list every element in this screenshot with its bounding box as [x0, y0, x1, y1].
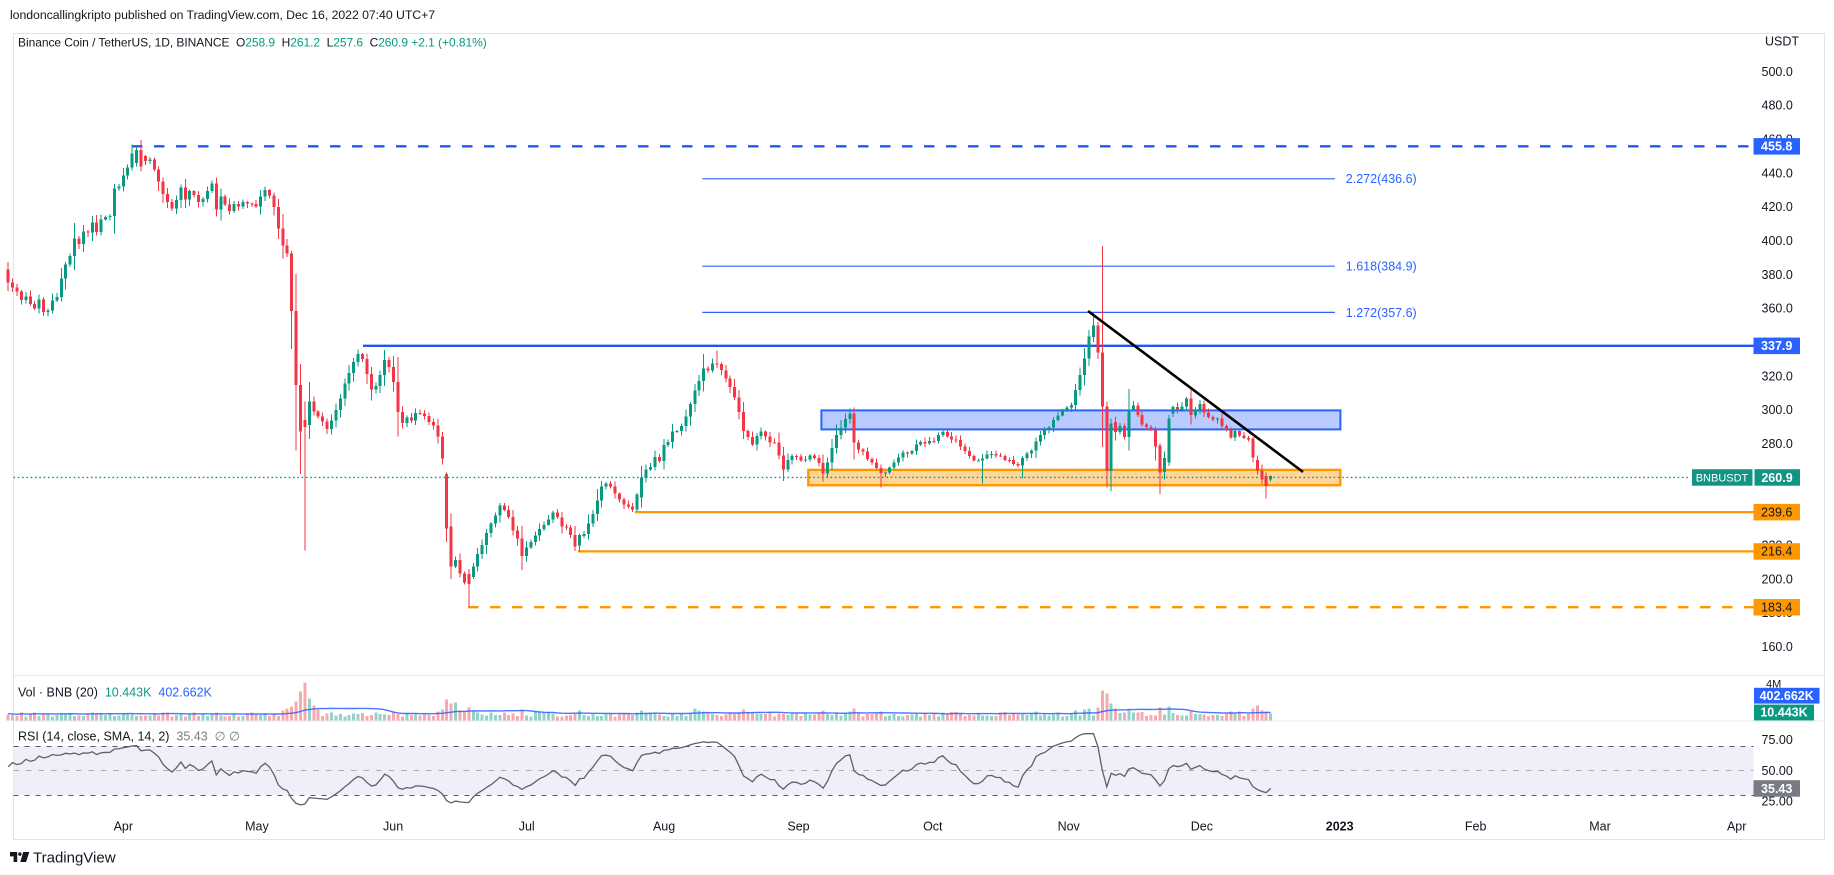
svg-text:TradingView: TradingView	[33, 850, 116, 867]
svg-text:480.0: 480.0	[1762, 99, 1793, 113]
svg-text:260.9: 260.9	[1761, 471, 1792, 485]
svg-text:280.0: 280.0	[1762, 437, 1793, 451]
svg-text:440.0: 440.0	[1762, 166, 1793, 180]
svg-text:35.43: 35.43	[1761, 782, 1792, 796]
svg-text:300.0: 300.0	[1762, 403, 1793, 417]
svg-text:25.00: 25.00	[1762, 795, 1793, 809]
svg-text:Mar: Mar	[1589, 820, 1611, 834]
svg-text:1.272(357.6): 1.272(357.6)	[1346, 306, 1417, 320]
svg-text:Apr: Apr	[1727, 820, 1746, 834]
svg-text:May: May	[245, 820, 269, 834]
svg-text:337.9: 337.9	[1761, 339, 1792, 353]
svg-text:500.0: 500.0	[1762, 65, 1793, 79]
svg-text:2023: 2023	[1326, 820, 1354, 834]
svg-text:420.0: 420.0	[1762, 200, 1793, 214]
svg-text:Feb: Feb	[1465, 820, 1487, 834]
svg-text:239.6: 239.6	[1761, 505, 1792, 519]
svg-text:360.0: 360.0	[1762, 302, 1793, 316]
svg-text:50.00: 50.00	[1762, 764, 1793, 778]
svg-text:USDT: USDT	[1765, 35, 1799, 49]
svg-text:380.0: 380.0	[1762, 268, 1793, 282]
svg-text:Apr: Apr	[114, 820, 133, 834]
svg-text:160.0: 160.0	[1762, 640, 1793, 654]
svg-text:2.272(436.6): 2.272(436.6)	[1346, 172, 1417, 186]
svg-text:455.8: 455.8	[1761, 140, 1792, 154]
svg-text:10.443K: 10.443K	[1760, 706, 1807, 720]
svg-text:400.0: 400.0	[1762, 234, 1793, 248]
svg-text:200.0: 200.0	[1762, 572, 1793, 586]
svg-text:Nov: Nov	[1058, 820, 1081, 834]
svg-text:216.4: 216.4	[1761, 545, 1792, 559]
svg-text:320.0: 320.0	[1762, 369, 1793, 383]
svg-text:Sep: Sep	[787, 820, 809, 834]
svg-text:Jun: Jun	[383, 820, 403, 834]
svg-text:183.4: 183.4	[1761, 601, 1792, 615]
svg-text:402.662K: 402.662K	[1760, 689, 1814, 703]
svg-text:Binance Coin / TetherUS, 1D, B: Binance Coin / TetherUS, 1D, BINANCE O25…	[18, 36, 487, 50]
svg-text:BNBUSDT: BNBUSDT	[1696, 472, 1749, 484]
svg-text:Dec: Dec	[1191, 820, 1213, 834]
svg-text:Vol · BNB (20) 10.443K 402.6: Vol · BNB (20) 10.443K 402.662K	[18, 686, 213, 700]
svg-text:Aug: Aug	[653, 820, 675, 834]
svg-text:75.00: 75.00	[1762, 733, 1793, 747]
svg-text:1.618(384.9): 1.618(384.9)	[1346, 260, 1417, 274]
svg-text:Jul: Jul	[519, 820, 535, 834]
svg-text:RSI (14, close, SMA, 14, 2) 3: RSI (14, close, SMA, 14, 2) 35.43 ∅ ∅	[18, 730, 240, 744]
svg-text:4M: 4M	[1766, 679, 1781, 691]
svg-text:londoncallingkripto published: londoncallingkripto published on Trading…	[10, 8, 435, 22]
svg-text:Oct: Oct	[923, 820, 943, 834]
